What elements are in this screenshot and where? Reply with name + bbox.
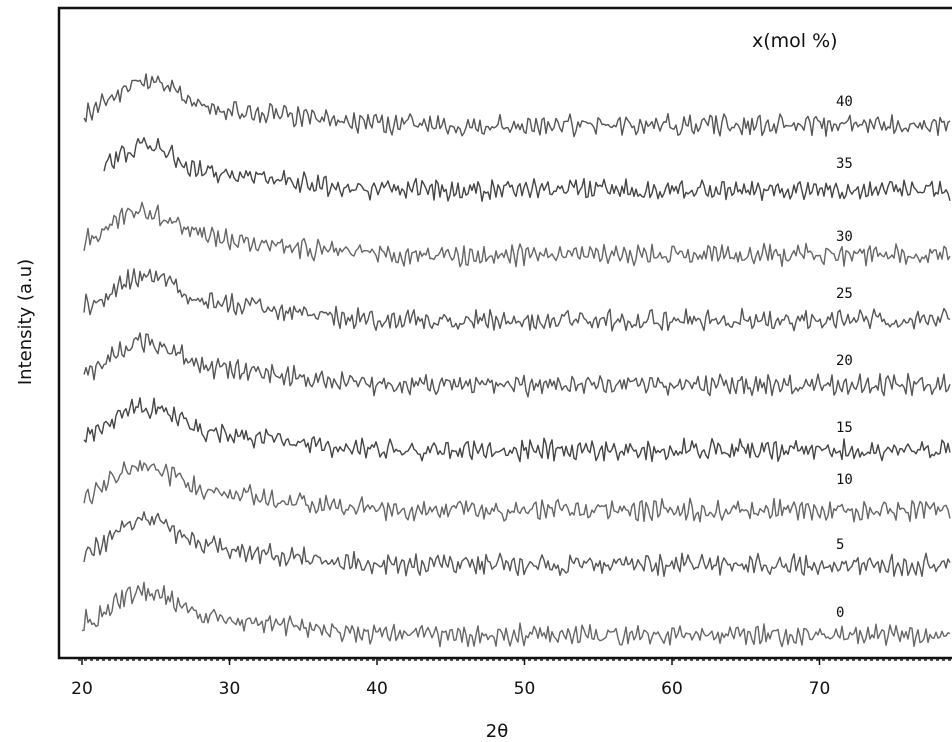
x-tick-label: 60 [661,679,683,699]
series-line-20 [83,332,951,398]
series-line-10 [83,460,951,523]
series-label-25: 25 [836,286,853,302]
series-line-5 [83,511,951,577]
x-tick-label: 50 [514,679,536,699]
series-line-35 [103,137,951,202]
x-tick-label: 30 [219,679,241,699]
series-line-30 [83,201,951,268]
series-line-25 [83,268,951,332]
series-label-0: 0 [836,605,844,621]
x-axis-ticks: 20 30 40 50 60 70 [71,657,951,699]
series-line-0 [81,581,951,648]
legend-title: x(mol %) [752,30,838,52]
series-line-15 [83,397,951,463]
series-label-35: 35 [836,156,853,172]
series-label-15: 15 [836,420,853,436]
series-label-20: 20 [836,353,853,369]
series-labels: 40 35 30 25 20 15 10 5 0 [836,94,853,621]
x-tick-label: 70 [809,679,831,699]
plot-frame [57,6,952,660]
x-tick-label: 20 [71,679,93,699]
series-label-40: 40 [836,94,853,110]
series-line-40 [83,73,951,138]
y-axis-title: Intensity (a.u) [15,259,36,385]
x-axis-title: 2θ [486,721,508,742]
series-traces [81,73,951,648]
series-label-5: 5 [836,537,844,553]
x-tick-label: 40 [366,679,388,699]
series-label-10: 10 [836,472,853,488]
series-label-30: 30 [836,229,853,245]
